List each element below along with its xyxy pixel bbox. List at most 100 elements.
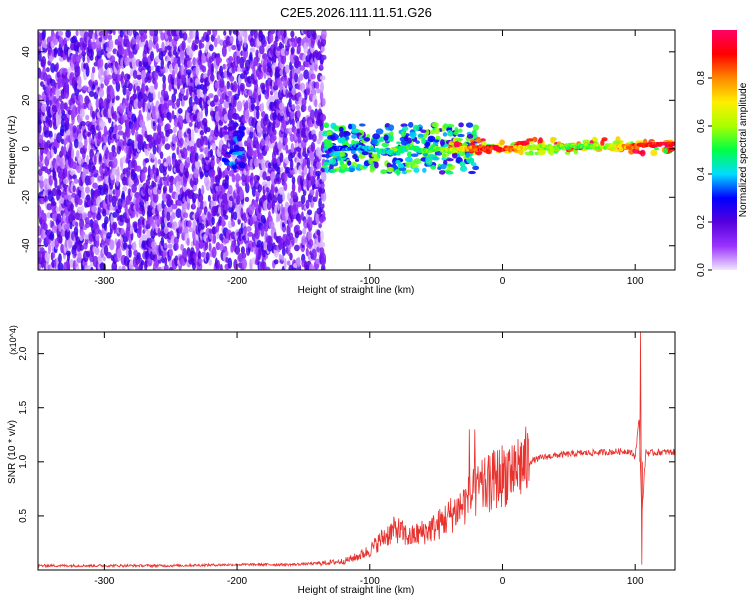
snr-background	[38, 332, 675, 570]
heatmap-cell	[117, 247, 122, 259]
heatmap-cell	[69, 203, 74, 211]
heatmap-cell	[124, 56, 130, 67]
heatmap-cell	[358, 123, 366, 127]
heatmap-cell	[103, 125, 108, 137]
heatmap-cell	[195, 65, 200, 76]
heatmap-cell	[322, 130, 328, 135]
heatmap-cell	[244, 108, 250, 120]
heatmap-cell	[412, 124, 420, 132]
heatmap-cell	[42, 158, 46, 165]
heatmap-cell	[279, 152, 284, 163]
heatmap-cell	[108, 39, 114, 50]
heatmap-cell	[79, 121, 86, 127]
heatmap-cell	[434, 127, 440, 135]
heatmap-cell	[210, 73, 215, 82]
heatmap-cell	[194, 152, 199, 162]
heatmap-cell	[219, 263, 223, 270]
heatmap-cell	[161, 41, 165, 52]
heatmap-cell	[347, 160, 352, 166]
heatmap-cell	[227, 257, 233, 269]
heatmap-cell	[50, 136, 55, 143]
heatmap-cell	[77, 133, 83, 142]
heatmap-cell	[461, 142, 469, 147]
heatmap-cell	[472, 165, 480, 171]
heatmap-cell	[71, 148, 75, 160]
heatmap-cell	[180, 115, 184, 128]
heatmap-cell	[233, 258, 238, 270]
snr-frame	[37, 331, 676, 571]
heatmap-cell	[225, 174, 230, 181]
heatmap-cell	[410, 153, 419, 158]
heatmap-cell	[126, 74, 131, 80]
heatmap-cell	[296, 110, 301, 119]
heatmap-cell	[297, 256, 301, 268]
heatmap-cell	[249, 130, 254, 140]
heatmap-cell	[48, 119, 53, 128]
heatmap-cell	[318, 130, 324, 141]
heatmap-cell	[112, 221, 118, 230]
spectrogram-x-ticks: -300 -200 -100 0 100	[94, 30, 644, 287]
heatmap-cell	[146, 229, 152, 239]
heatmap-cell	[289, 151, 296, 158]
heatmap-cell	[289, 52, 296, 64]
heatmap-cell	[162, 74, 166, 83]
heatmap-cell	[294, 141, 298, 149]
heatmap-cell	[192, 219, 197, 232]
heatmap-cell	[396, 141, 401, 145]
heatmap-cell	[317, 233, 321, 243]
heatmap-cell	[320, 263, 326, 270]
heatmap-cell	[233, 93, 240, 101]
heatmap-cell	[93, 153, 97, 166]
heatmap-cell	[211, 62, 215, 75]
heatmap-cell	[268, 32, 274, 43]
heatmap-cell	[308, 238, 314, 248]
heatmap-cell	[312, 133, 317, 143]
heatmap-cell	[57, 30, 64, 37]
heatmap-cell	[338, 150, 345, 157]
heatmap-cell	[129, 83, 134, 90]
heatmap-cell	[138, 109, 142, 117]
heatmap-cell	[176, 98, 181, 108]
heatmap-cell	[143, 33, 148, 40]
heatmap-cell	[289, 158, 294, 171]
heatmap-cell	[110, 87, 115, 99]
heatmap-cell	[446, 123, 455, 128]
heatmap-cell	[66, 83, 70, 96]
heatmap-cell	[214, 105, 219, 113]
heatmap-cell	[276, 166, 281, 175]
heatmap-cell	[172, 126, 177, 134]
heatmap-cell	[458, 128, 463, 133]
heatmap-cell	[236, 51, 241, 57]
heatmap-cell	[145, 178, 151, 187]
heatmap-cell	[166, 174, 170, 187]
heatmap-cell	[321, 203, 325, 209]
heatmap-cell	[157, 90, 161, 100]
heatmap-cell	[69, 258, 74, 268]
heatmap-cell	[168, 175, 175, 183]
heatmap-cell	[119, 30, 124, 38]
heatmap-cell	[650, 149, 658, 157]
heatmap-cell	[427, 135, 436, 143]
heatmap-cell	[260, 225, 265, 237]
heatmap-cell	[125, 216, 131, 224]
heatmap-cell	[77, 252, 82, 264]
heatmap-cell	[291, 176, 296, 185]
heatmap-signal-cell	[635, 146, 640, 150]
heatmap-cell	[232, 80, 238, 92]
heatmap-cell	[240, 156, 247, 163]
heatmap-cell	[253, 78, 258, 85]
heatmap-cell	[221, 144, 228, 153]
heatmap-cell	[85, 114, 90, 121]
heatmap-cell	[205, 34, 210, 43]
heatmap-cell	[294, 35, 298, 48]
heatmap-cell	[298, 60, 302, 68]
heatmap-cell	[241, 252, 247, 259]
heatmap-cell	[415, 140, 420, 144]
heatmap-cell	[445, 163, 453, 168]
heatmap-cell	[321, 182, 325, 189]
heatmap-cell	[231, 220, 236, 227]
heatmap-cell	[85, 186, 90, 194]
heatmap-cell	[171, 211, 176, 220]
heatmap-cell	[375, 128, 384, 135]
heatmap-cell	[442, 123, 449, 129]
